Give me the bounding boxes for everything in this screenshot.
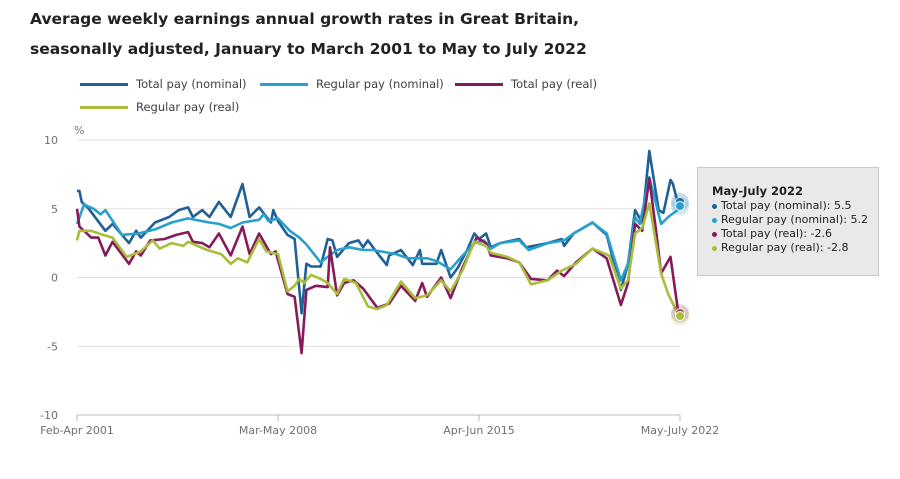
- tooltip-row-regular-pay-nominal: Regular pay (nominal): 5.2: [712, 213, 878, 227]
- tooltip-row-total-pay-real: Total pay (real): -2.6: [712, 227, 878, 241]
- legend-swatch: [80, 82, 128, 86]
- legend-swatch: [80, 105, 128, 109]
- y-tick-label: 10: [44, 134, 58, 147]
- x-tick-label: Mar-May 2008: [239, 424, 317, 437]
- series-line-total-pay-real: [75, 177, 682, 355]
- y-axis-unit-label: %: [74, 124, 84, 137]
- tooltip-row-text: Regular pay (nominal): 5.2: [721, 213, 868, 226]
- tooltip-row-total-pay-nominal: Total pay (nominal): 5.5: [712, 199, 878, 213]
- legend-label: Regular pay (real): [136, 100, 240, 114]
- x-tick-label: Feb-Apr 2001: [40, 424, 114, 437]
- tooltip-row-text: Total pay (nominal): 5.5: [721, 199, 852, 212]
- y-tick-label: 0: [51, 272, 58, 285]
- series-line-regular-pay-real: [75, 202, 681, 317]
- series-line-total-pay-nominal: [77, 149, 680, 315]
- data-point-marker: [675, 311, 685, 321]
- tooltip-row-text: Total pay (real): -2.6: [721, 227, 833, 240]
- series-line-regular-pay-nominal: [75, 175, 682, 282]
- dot-icon: [712, 231, 717, 237]
- legend-label: Total pay (real): [511, 77, 598, 91]
- y-tick-label: -10: [40, 409, 58, 422]
- data-point-marker: [675, 201, 685, 211]
- legend-swatch: [455, 82, 503, 86]
- tooltip-row-text: Regular pay (real): -2.8: [721, 241, 849, 254]
- y-tick-label: 5: [51, 203, 58, 216]
- legend-item-regular-pay-nominal[interactable]: Regular pay (nominal): [260, 76, 444, 92]
- dot-icon: [712, 245, 717, 251]
- dot-icon: [712, 217, 717, 223]
- legend-label: Total pay (nominal): [136, 77, 247, 91]
- legend-item-regular-pay-real[interactable]: Regular pay (real): [80, 99, 239, 115]
- legend-label: Regular pay (nominal): [316, 77, 444, 91]
- tooltip-row-regular-pay-real: Regular pay (real): -2.8: [712, 241, 878, 255]
- x-tick-label: May-July 2022: [641, 424, 719, 437]
- chart-title: Average weekly earnings annual growth ra…: [30, 10, 587, 58]
- dot-icon: [712, 203, 717, 209]
- legend-item-total-pay-nominal[interactable]: Total pay (nominal): [80, 76, 247, 92]
- tooltip-title: May-July 2022: [712, 184, 804, 198]
- tooltip: May-July 2022 Total pay (nominal): 5.5 R…: [697, 167, 879, 276]
- y-tick-label: -5: [47, 340, 58, 353]
- legend-swatch: [260, 82, 308, 86]
- x-tick-label: Apr-Jun 2015: [443, 424, 515, 437]
- legend-item-total-pay-real[interactable]: Total pay (real): [455, 76, 597, 92]
